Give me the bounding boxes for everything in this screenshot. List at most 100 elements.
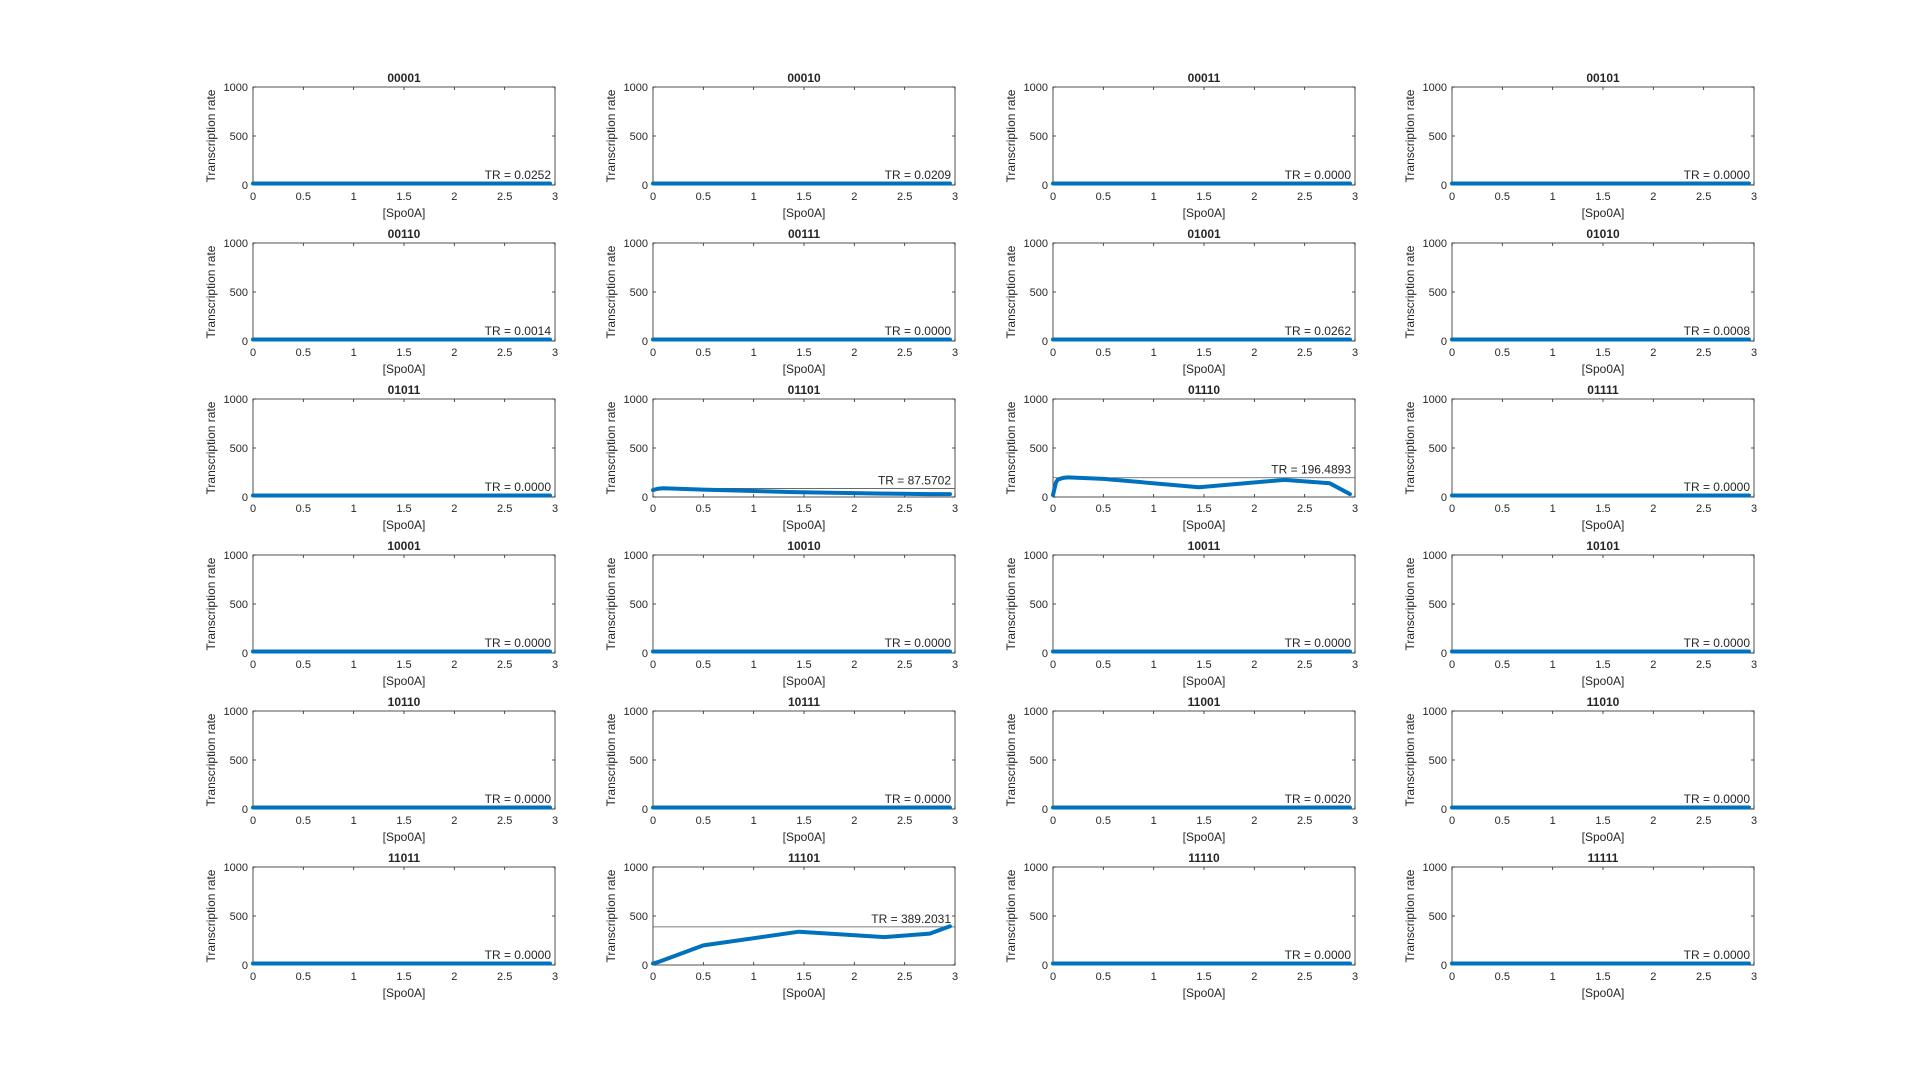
x-tick-label: 2 xyxy=(1251,503,1257,515)
x-tick-label: 2 xyxy=(1650,347,1656,359)
x-tick-label: 0.5 xyxy=(1495,191,1510,203)
subplot-title: 10001 xyxy=(387,539,421,553)
x-axis-label: [Spo0A] xyxy=(1183,362,1226,376)
x-axis-label: [Spo0A] xyxy=(383,206,426,220)
axes-box xyxy=(1052,710,1356,810)
tr-annotation: TR = 0.0000 xyxy=(1684,480,1751,494)
subplot-title: 00010 xyxy=(787,71,821,85)
tr-annotation: TR = 0.0020 xyxy=(1285,792,1352,806)
x-tick-label: 2 xyxy=(451,659,457,671)
y-tick-label: 500 xyxy=(1030,131,1048,143)
x-tick-label: 1 xyxy=(1151,503,1157,515)
x-tick-label: 0 xyxy=(650,659,656,671)
subplot-00101: 00101 0 0.5 1 1.5 2 2.5 3 0 500 1000 [Spo0A] Transcr… xyxy=(1403,71,1757,220)
axes-box xyxy=(1451,710,1755,810)
y-tick-label: 0 xyxy=(1042,180,1048,192)
subplot-00111: 00111 0 0.5 1 1.5 2 2.5 3 0 500 1000 [Spo0A] Transcr… xyxy=(604,227,958,376)
x-tick-label: 2 xyxy=(851,971,857,983)
x-tick-label: 2.5 xyxy=(1297,503,1312,515)
x-tick-label: 3 xyxy=(1751,659,1757,671)
x-axis-label: [Spo0A] xyxy=(383,830,426,844)
tr-annotation: TR = 0.0252 xyxy=(485,168,552,182)
x-tick-label: 0 xyxy=(1050,971,1056,983)
y-tick-label: 500 xyxy=(1429,287,1447,299)
y-axis-label: Transcription rate xyxy=(1004,89,1018,182)
x-tick-label: 0.5 xyxy=(1495,971,1510,983)
x-tick-label: 3 xyxy=(552,191,558,203)
subplot-00011: 00011 0 0.5 1 1.5 2 2.5 3 0 500 1000 [Spo0A] Transcr… xyxy=(1004,71,1358,220)
y-tick-label: 1000 xyxy=(624,706,648,718)
x-tick-label: 1.5 xyxy=(796,659,811,671)
y-axis-label: Transcription rate xyxy=(1403,713,1417,806)
y-tick-label: 0 xyxy=(1042,492,1048,504)
y-tick-label: 0 xyxy=(1441,180,1447,192)
axes-box xyxy=(1052,554,1356,654)
x-tick-label: 0 xyxy=(250,971,256,983)
y-tick-label: 1000 xyxy=(624,550,648,562)
x-tick-label: 3 xyxy=(1352,659,1358,671)
x-axis-label: [Spo0A] xyxy=(1183,206,1226,220)
y-axis-label: Transcription rate xyxy=(1004,245,1018,338)
y-tick-label: 500 xyxy=(630,131,648,143)
axes-box xyxy=(252,398,556,498)
y-tick-label: 0 xyxy=(1441,960,1447,972)
x-axis-label: [Spo0A] xyxy=(383,362,426,376)
x-axis-label: [Spo0A] xyxy=(1582,206,1625,220)
tr-annotation: TR = 389.2031 xyxy=(871,912,951,926)
y-tick-label: 0 xyxy=(1042,804,1048,816)
y-axis-label: Transcription rate xyxy=(604,89,618,182)
y-tick-label: 500 xyxy=(1030,911,1048,923)
x-tick-label: 1.5 xyxy=(1595,191,1610,203)
y-axis-label: Transcription rate xyxy=(1004,557,1018,650)
subplot-10010: 10010 0 0.5 1 1.5 2 2.5 3 0 500 1000 [Spo0A] Transcr… xyxy=(604,539,958,688)
x-tick-label: 0.5 xyxy=(1495,815,1510,827)
y-tick-label: 0 xyxy=(1042,960,1048,972)
x-tick-label: 1 xyxy=(1151,971,1157,983)
y-tick-label: 500 xyxy=(1030,287,1048,299)
x-tick-label: 2.5 xyxy=(1297,815,1312,827)
tr-annotation: TR = 0.0000 xyxy=(885,792,952,806)
x-tick-label: 2.5 xyxy=(497,347,512,359)
x-tick-label: 1.5 xyxy=(1196,971,1211,983)
subplot-00010: 00010 0 0.5 1 1.5 2 2.5 3 0 500 1000 [Spo0A] Transcr… xyxy=(604,71,958,220)
y-tick-label: 1000 xyxy=(624,82,648,94)
subplot-title: 11010 xyxy=(1587,695,1620,709)
x-tick-label: 3 xyxy=(1751,347,1757,359)
tr-annotation: TR = 0.0000 xyxy=(1684,168,1751,182)
x-tick-label: 1.5 xyxy=(1595,503,1610,515)
y-tick-label: 500 xyxy=(630,911,648,923)
x-tick-label: 2 xyxy=(851,659,857,671)
y-axis-label: Transcription rate xyxy=(604,401,618,494)
x-tick-label: 1 xyxy=(351,659,357,671)
x-axis-label: [Spo0A] xyxy=(783,986,826,1000)
y-tick-label: 500 xyxy=(630,599,648,611)
x-tick-label: 2.5 xyxy=(897,503,912,515)
y-tick-label: 500 xyxy=(230,599,248,611)
x-tick-label: 0 xyxy=(1050,659,1056,671)
subplot-10110: 10110 0 0.5 1 1.5 2 2.5 3 0 500 1000 [Spo0A] Transcr… xyxy=(204,695,558,844)
y-tick-label: 500 xyxy=(1030,755,1048,767)
x-tick-label: 0.5 xyxy=(1495,347,1510,359)
x-tick-label: 1 xyxy=(751,659,757,671)
axes-box xyxy=(1052,866,1356,966)
subplot-00110: 00110 0 0.5 1 1.5 2 2.5 3 0 500 1000 [Spo0A] Transcr… xyxy=(204,227,558,376)
x-tick-label: 2.5 xyxy=(497,659,512,671)
y-tick-label: 0 xyxy=(1042,648,1048,660)
y-tick-label: 1000 xyxy=(1024,238,1048,250)
subplot-title: 11011 xyxy=(388,851,420,865)
x-tick-label: 1.5 xyxy=(796,503,811,515)
tr-annotation: TR = 87.5702 xyxy=(878,473,951,487)
x-tick-label: 0.5 xyxy=(1495,659,1510,671)
axes-box xyxy=(1451,86,1755,186)
y-tick-label: 1000 xyxy=(624,394,648,406)
subplot-10101: 10101 0 0.5 1 1.5 2 2.5 3 0 500 1000 [Spo0A] Transcr… xyxy=(1403,539,1757,688)
x-tick-label: 3 xyxy=(552,347,558,359)
axes-box xyxy=(252,866,556,966)
y-tick-label: 1000 xyxy=(1024,394,1048,406)
x-tick-label: 2 xyxy=(1251,815,1257,827)
x-tick-label: 3 xyxy=(1751,503,1757,515)
y-tick-label: 0 xyxy=(242,960,248,972)
x-tick-label: 3 xyxy=(952,815,958,827)
x-tick-label: 2 xyxy=(1650,191,1656,203)
x-tick-label: 2 xyxy=(1251,659,1257,671)
